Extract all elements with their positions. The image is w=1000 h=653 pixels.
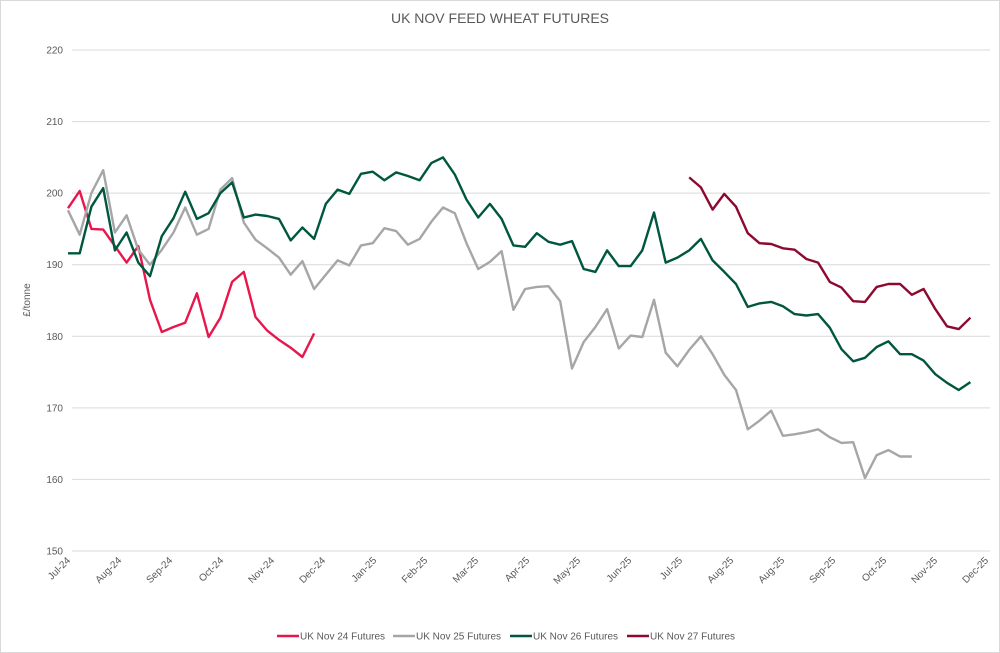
y-tick-label: 160 [46, 475, 63, 486]
x-tick-label: Aug-25 [706, 555, 737, 586]
x-tick-label: Aug-24 [94, 555, 125, 586]
x-tick-label: Jul-24 [46, 555, 73, 582]
y-tick-label: 220 [46, 46, 63, 57]
series-lines [66, 156, 972, 480]
x-tick-label: Aug-25 [757, 555, 788, 586]
y-tick-label: 170 [46, 403, 63, 414]
x-tick-label: Dec-25 [961, 555, 992, 586]
x-tick-label: May-25 [552, 555, 584, 587]
x-axis-ticks: Jul-24 Aug-24 Sep-24 Oct-24 Nov-24 Dec-24 Jan-… [46, 555, 991, 587]
legend-item: UK Nov 27 Futures [627, 632, 735, 643]
series-line-4 [688, 176, 972, 331]
y-axis-label: £/tonne [22, 283, 33, 317]
x-tick-label: Nov-24 [247, 555, 278, 586]
legend-label: UK Nov 27 Futures [650, 632, 735, 643]
x-tick-label: Jan-25 [350, 555, 380, 585]
x-tick-label: Oct-25 [860, 555, 889, 584]
series-line-2 [66, 169, 912, 480]
gridlines [72, 49, 990, 552]
legend-label: UK Nov 24 Futures [300, 632, 385, 643]
y-tick-label: 150 [46, 547, 63, 558]
y-tick-label: 210 [46, 117, 63, 128]
legend-label: UK Nov 25 Futures [416, 632, 501, 643]
y-axis-ticks: 150 160 170 180 190 200 210 220 [46, 46, 63, 558]
series-line-3 [68, 156, 972, 392]
x-tick-label: Dec-24 [298, 555, 329, 586]
legend: UK Nov 24 Futures UK Nov 25 Futures UK Nov… [277, 632, 735, 643]
chart-title: UK NOV FEED WHEAT FUTURES [391, 10, 609, 26]
x-tick-label: Mar-25 [451, 555, 481, 585]
series-line-1 [67, 189, 316, 359]
y-tick-label: 180 [46, 332, 63, 343]
x-tick-label: Jul-25 [658, 555, 685, 582]
x-tick-label: Jun-25 [605, 555, 635, 585]
legend-item: UK Nov 26 Futures [510, 632, 618, 643]
y-tick-label: 200 [46, 189, 63, 200]
legend-label: UK Nov 26 Futures [533, 632, 618, 643]
y-tick-label: 190 [46, 260, 63, 271]
x-tick-label: Feb-25 [400, 555, 430, 585]
x-tick-label: Sep-25 [808, 555, 839, 586]
x-tick-label: Sep-24 [145, 555, 176, 586]
x-tick-label: Apr-25 [503, 555, 532, 584]
legend-item: UK Nov 24 Futures [277, 632, 385, 643]
legend-item: UK Nov 25 Futures [393, 632, 501, 643]
x-tick-label: Oct-24 [197, 555, 226, 584]
x-tick-label: Nov-25 [910, 555, 941, 586]
